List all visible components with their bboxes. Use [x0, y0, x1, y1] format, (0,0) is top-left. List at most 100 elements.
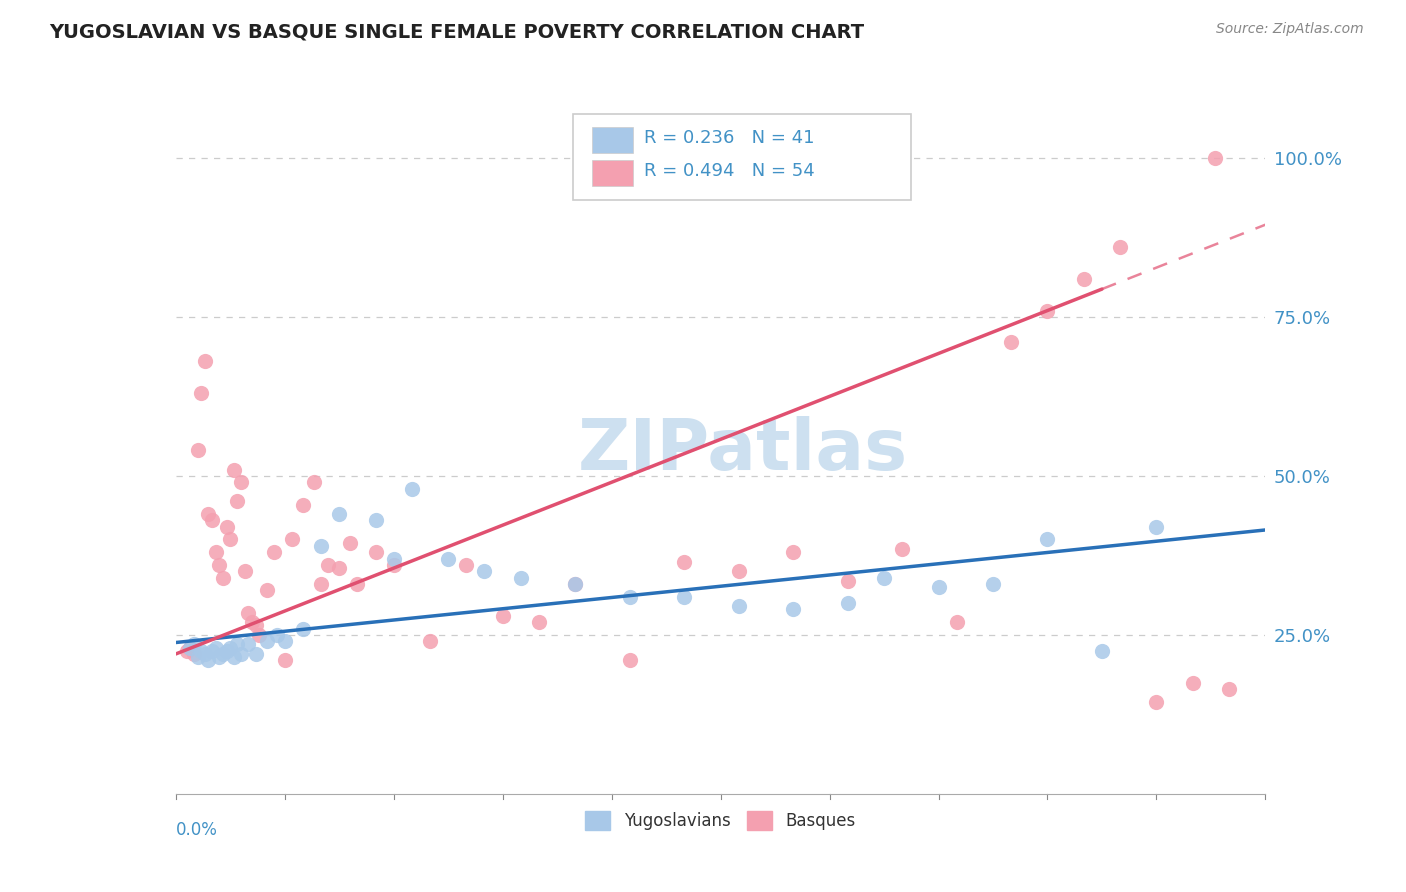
Point [194, 354, 217, 368]
Point [291, 498, 314, 512]
Legend: Yugoslavians, Basques: Yugoslavians, Basques [579, 805, 862, 837]
Point [179, 640, 201, 655]
Point [231, 647, 253, 661]
Point [190, 386, 212, 401]
Point [208, 558, 231, 572]
Point [1109, 240, 1132, 254]
Text: 0.0%: 0.0% [176, 822, 218, 839]
Point [215, 520, 238, 534]
Text: Source: ZipAtlas.com: Source: ZipAtlas.com [1216, 22, 1364, 37]
Point [1073, 271, 1095, 285]
Point [928, 580, 950, 594]
Point [256, 583, 278, 598]
Point [186, 650, 209, 665]
Point [215, 644, 238, 658]
Point [201, 644, 224, 658]
Point [222, 650, 245, 665]
Point [619, 653, 641, 667]
Point [309, 539, 332, 553]
Point [456, 558, 478, 572]
Text: R = 0.494   N = 54: R = 0.494 N = 54 [644, 162, 815, 180]
Point [328, 507, 350, 521]
Text: R = 0.236   N = 41: R = 0.236 N = 41 [644, 129, 815, 147]
Point [1036, 533, 1059, 547]
Point [837, 574, 859, 588]
Point [302, 475, 325, 490]
Point [981, 577, 1004, 591]
Point [263, 545, 285, 559]
Text: ZIPatlas: ZIPatlas [578, 416, 907, 485]
Point [201, 513, 224, 527]
Point [238, 637, 260, 651]
Point [291, 622, 314, 636]
FancyBboxPatch shape [592, 160, 633, 186]
Point [673, 590, 696, 604]
Point [183, 647, 205, 661]
Point [328, 561, 350, 575]
Point [727, 564, 749, 578]
Point [382, 558, 405, 572]
Point [509, 571, 531, 585]
Point [245, 618, 267, 632]
Point [219, 533, 242, 547]
Point [437, 551, 460, 566]
Point [274, 634, 297, 648]
Point [364, 513, 387, 527]
Point [382, 551, 405, 566]
Point [1091, 644, 1114, 658]
Point [1204, 151, 1226, 165]
Point [339, 535, 361, 549]
Point [197, 653, 219, 667]
Point [492, 608, 515, 623]
Point [673, 555, 696, 569]
Point [204, 545, 226, 559]
Point [1146, 695, 1168, 709]
Point [256, 634, 278, 648]
Point [419, 634, 441, 648]
Point [231, 475, 253, 490]
Point [1036, 303, 1059, 318]
Point [266, 628, 288, 642]
Point [194, 647, 217, 661]
Point [222, 462, 245, 476]
Point [945, 615, 967, 630]
Point [219, 640, 242, 655]
Point [727, 599, 749, 614]
Point [309, 577, 332, 591]
Point [183, 637, 205, 651]
Point [619, 590, 641, 604]
Point [179, 640, 201, 655]
Point [208, 650, 231, 665]
Point [1181, 675, 1204, 690]
Point [564, 577, 586, 591]
Point [1146, 520, 1168, 534]
Point [1000, 335, 1022, 350]
Point [204, 640, 226, 655]
Point [782, 602, 804, 616]
Point [318, 558, 340, 572]
FancyBboxPatch shape [592, 127, 633, 153]
Point [564, 577, 586, 591]
Point [782, 545, 804, 559]
Point [212, 571, 235, 585]
Point [1218, 681, 1240, 696]
Point [364, 545, 387, 559]
Point [226, 637, 249, 651]
Point [346, 577, 368, 591]
Point [233, 564, 256, 578]
Point [238, 606, 260, 620]
Point [873, 571, 896, 585]
Point [401, 482, 423, 496]
Point [247, 628, 270, 642]
Point [240, 615, 263, 630]
Point [527, 615, 550, 630]
Point [837, 596, 859, 610]
Point [891, 542, 914, 557]
FancyBboxPatch shape [574, 114, 911, 200]
Point [190, 644, 212, 658]
Point [245, 647, 267, 661]
Point [474, 564, 496, 578]
Point [274, 653, 297, 667]
Point [226, 494, 249, 508]
Point [281, 533, 304, 547]
